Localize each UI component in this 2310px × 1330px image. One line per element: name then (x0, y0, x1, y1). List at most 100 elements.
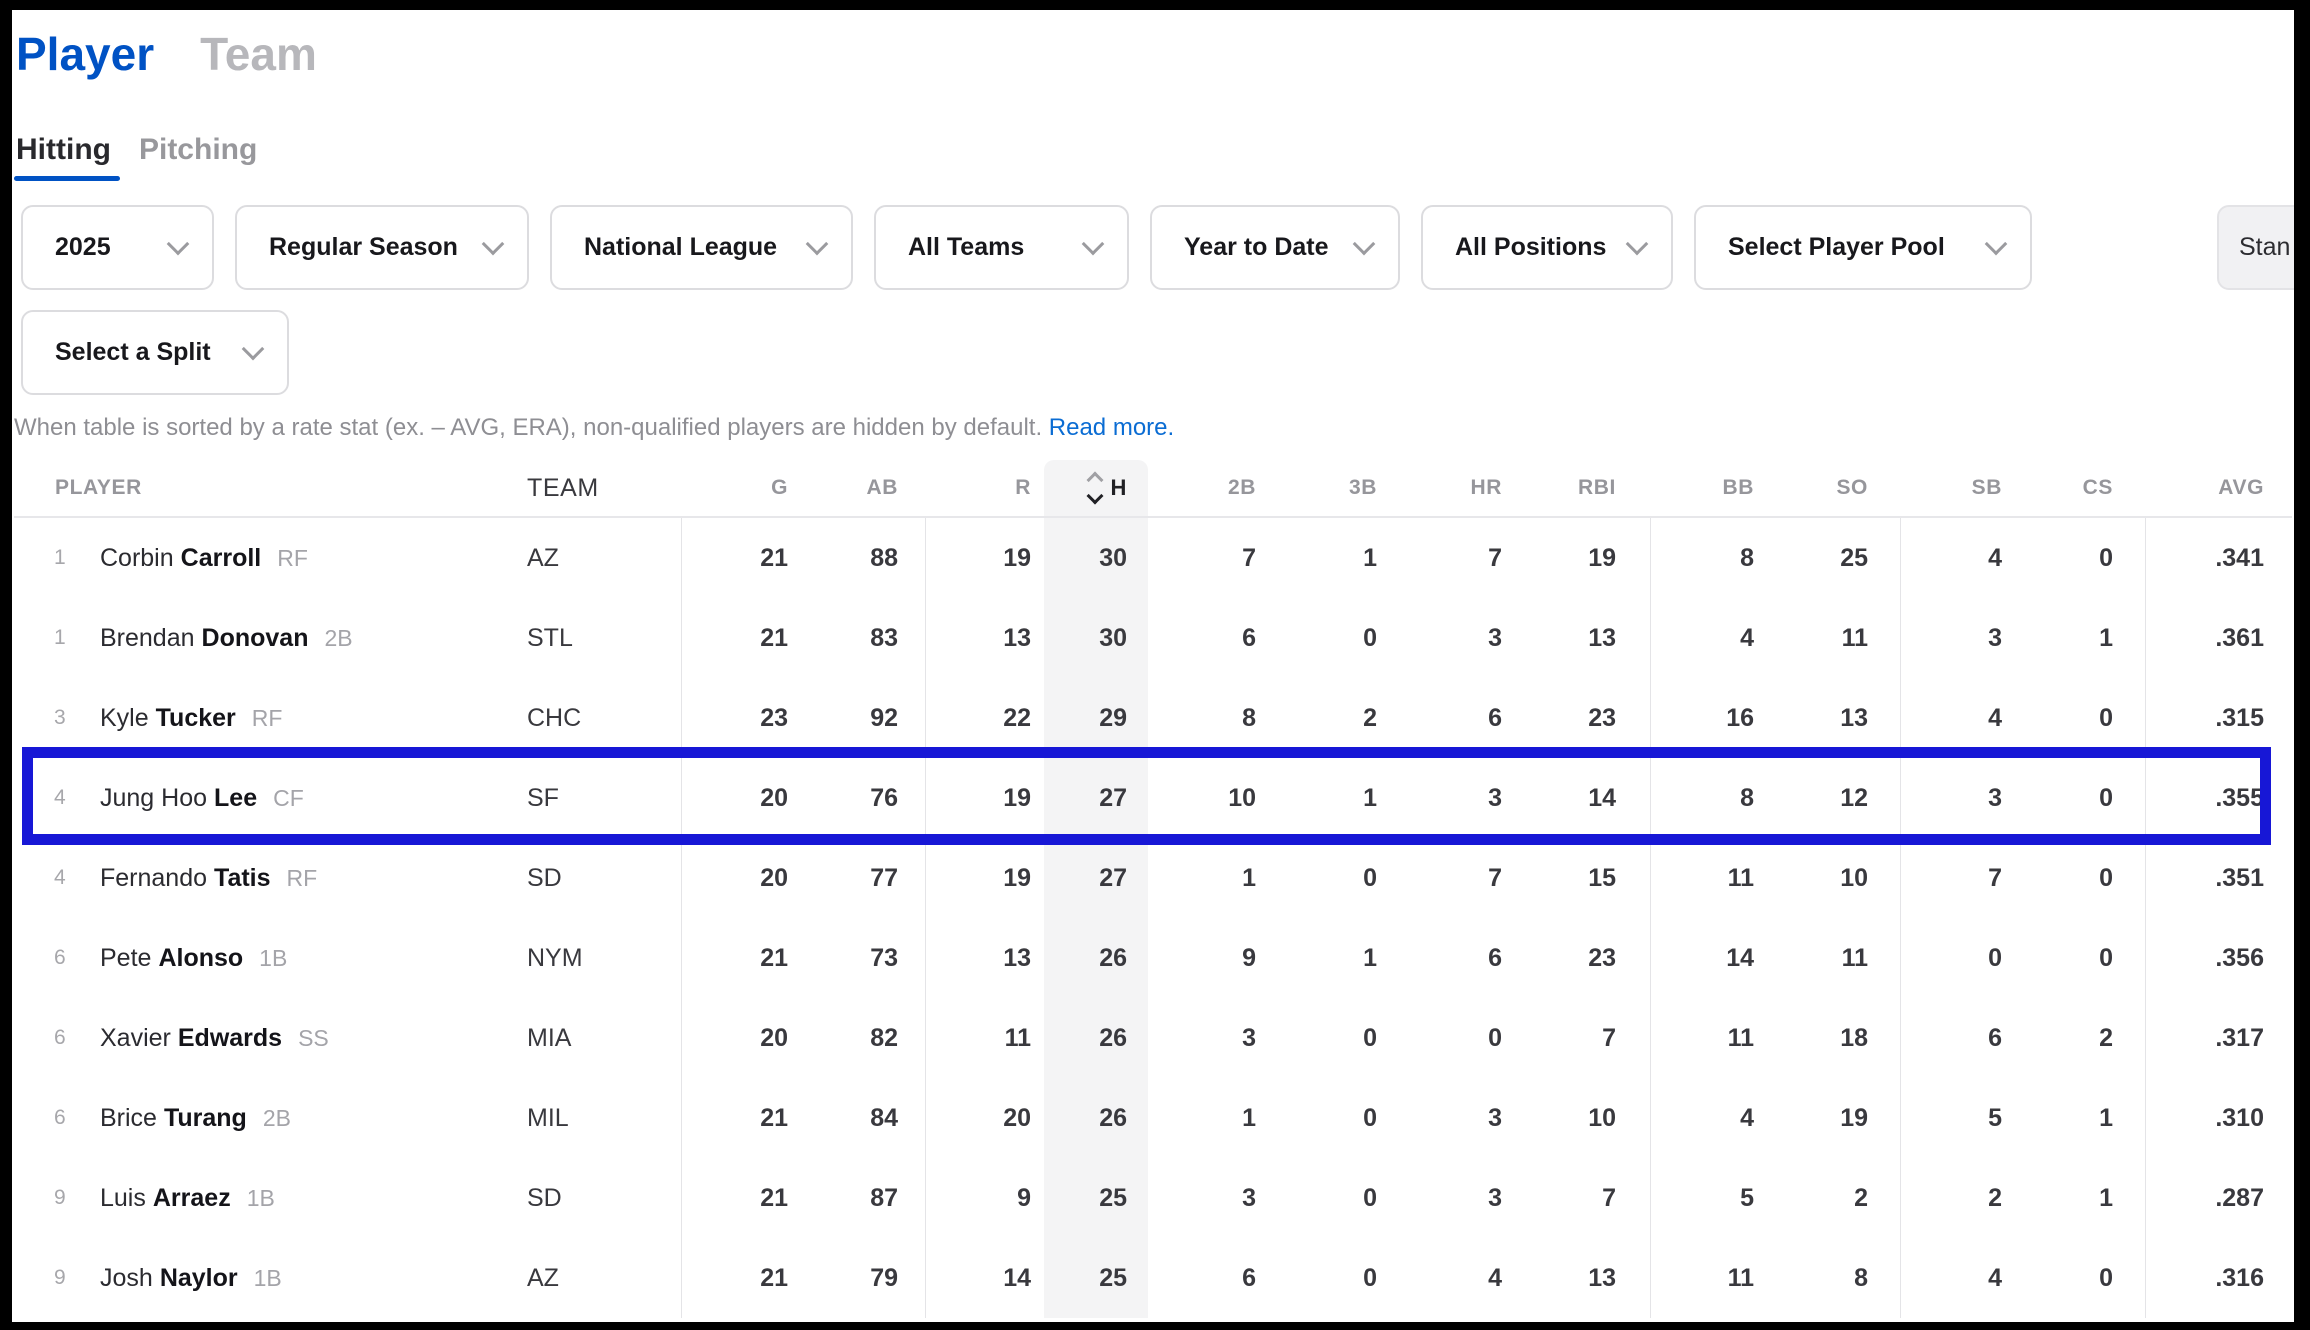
table-row[interactable]: 6 Brice Turang 2B MIL 21 84 20 26 1 0 3 … (14, 1078, 2292, 1158)
rank-cell: 3 (54, 706, 66, 729)
table-row[interactable]: 9 Josh Naylor 1B AZ 21 79 14 25 6 0 4 13… (14, 1238, 2292, 1318)
column-header-ab[interactable]: AB (866, 476, 898, 499)
team-cell: MIL (527, 1103, 569, 1132)
rbi-cell: 23 (1588, 703, 1616, 732)
filter-bar: 2025 Regular Season National League All … (21, 205, 2032, 290)
table-row[interactable]: 1 Corbin Carroll RF AZ 21 88 19 30 7 1 7… (14, 518, 2292, 598)
cs-cell: 1 (2099, 623, 2113, 652)
column-header-player[interactable]: PLAYER (55, 476, 142, 499)
avg-cell: .355 (2145, 758, 2292, 838)
team-cell: AZ (527, 543, 559, 572)
column-header-r[interactable]: R (1015, 476, 1031, 499)
player-first-name: Josh (100, 1263, 153, 1292)
player-name-cell[interactable]: Xavier Edwards SS (96, 998, 510, 1078)
season-type-dropdown[interactable]: Regular Season (235, 205, 529, 290)
column-header-avg[interactable]: AVG (2218, 476, 2264, 499)
tab-player[interactable]: Player (16, 28, 155, 80)
player-name-cell[interactable]: Pete Alonso 1B (96, 918, 510, 998)
cs-cell: 0 (2099, 703, 2113, 732)
player-name-cell[interactable]: Jung Hoo Lee CF (96, 758, 510, 838)
table-row[interactable]: 6 Xavier Edwards SS MIA 20 82 11 26 3 0 … (14, 998, 2292, 1078)
g-cell: 20 (681, 998, 800, 1078)
rbi-cell: 15 (1588, 863, 1616, 892)
rbi-cell: 13 (1588, 623, 1616, 652)
player-name-cell[interactable]: Kyle Tucker RF (96, 678, 510, 758)
avg-cell: .351 (2145, 838, 2292, 918)
page-content: Player Team Hitting Pitching 2025 Regula… (12, 10, 2294, 1322)
table-row[interactable]: 3 Kyle Tucker RF CHC 23 92 22 29 8 2 6 2… (14, 678, 2292, 758)
season-dropdown[interactable]: 2025 (21, 205, 214, 290)
split-dropdown[interactable]: Select a Split (21, 310, 289, 395)
rank-cell: 9 (54, 1186, 66, 1209)
player-pool-dropdown[interactable]: Select Player Pool (1694, 205, 2032, 290)
table-row[interactable]: 9 Luis Arraez 1B SD 21 87 9 25 3 0 3 7 5… (14, 1158, 2292, 1238)
table-body: 1 Corbin Carroll RF AZ 21 88 19 3 0 7 1 7… (14, 518, 2292, 1318)
player-name-cell[interactable]: Luis Arraez 1B (96, 1158, 510, 1238)
team-cell: SF (527, 783, 559, 812)
player-first-name: Xavier (100, 1023, 171, 1052)
r-cell: 13 (925, 918, 1044, 998)
column-header-3b[interactable]: 3B (1348, 476, 1377, 499)
3b-cell: 0 (1363, 1023, 1377, 1052)
table-row[interactable]: 6 Pete Alonso 1B NYM 21 73 13 26 9 1 6 2… (14, 918, 2292, 998)
sb-cell: 4 (1900, 1238, 2015, 1318)
column-header-cs[interactable]: CS (2082, 476, 2113, 499)
sb-cell: 4 (1900, 518, 2015, 598)
rank-cell: 6 (54, 1106, 66, 1129)
ab-cell: 79 (870, 1263, 898, 1292)
r-cell: 19 (925, 838, 1044, 918)
column-header-so[interactable]: SO (1836, 476, 1868, 499)
ab-cell: 83 (870, 623, 898, 652)
hr-cell: 6 (1488, 703, 1502, 732)
player-name-cell[interactable]: Corbin Carroll RF (96, 518, 510, 598)
league-dropdown[interactable]: National League (550, 205, 853, 290)
tab-pitching[interactable]: Pitching (138, 133, 258, 166)
2b-cell: 7 (1242, 543, 1256, 572)
column-header-h-sorted[interactable]: H (1044, 460, 1148, 516)
ab-cell: 73 (870, 943, 898, 972)
column-header-bb[interactable]: BB (1722, 476, 1754, 499)
g-cell: 23 (681, 678, 800, 758)
r-cell: 11 (925, 998, 1044, 1078)
cs-cell: 0 (2099, 783, 2113, 812)
tab-hitting[interactable]: Hitting (16, 133, 111, 166)
sb-cell: 0 (1900, 918, 2015, 998)
hr-cell: 4 (1488, 1263, 1502, 1292)
read-more-link[interactable]: Read more. (1048, 414, 1175, 441)
so-cell: 25 (1840, 543, 1868, 572)
report-type-button[interactable]: Stan (2217, 205, 2294, 290)
table-row[interactable]: 4 Jung Hoo Lee CF SF 20 76 19 27 10 1 3 … (14, 758, 2292, 838)
r-cell: 13 (925, 598, 1044, 678)
player-name-cell[interactable]: Fernando Tatis RF (96, 838, 510, 918)
column-header-rbi[interactable]: RBI (1578, 476, 1616, 499)
cs-cell: 2 (2099, 1023, 2113, 1052)
column-header-hr[interactable]: HR (1470, 476, 1502, 499)
player-name-cell[interactable]: Brice Turang 2B (96, 1078, 510, 1158)
ab-cell: 88 (870, 543, 898, 572)
column-header-2b[interactable]: 2B (1227, 476, 1256, 499)
tab-team[interactable]: Team (200, 28, 317, 80)
hr-cell: 3 (1488, 623, 1502, 652)
player-position: RF (251, 704, 283, 731)
avg-cell: .315 (2145, 678, 2292, 758)
player-name-cell[interactable]: Brendan Donovan 2B (96, 598, 510, 678)
positions-dropdown[interactable]: All Positions (1421, 205, 1673, 290)
player-name-cell[interactable]: Josh Naylor 1B (96, 1238, 510, 1318)
column-header-team[interactable]: TEAM (527, 473, 599, 502)
player-last-name: Lee (214, 783, 258, 812)
cs-cell: 1 (2099, 1183, 2113, 1212)
date-range-dropdown[interactable]: Year to Date (1150, 205, 1400, 290)
column-header-g[interactable]: G (771, 476, 788, 499)
caret-down-icon (1086, 487, 1103, 505)
sb-cell: 7 (1900, 838, 2015, 918)
teams-dropdown[interactable]: All Teams (874, 205, 1129, 290)
table-row[interactable]: 4 Fernando Tatis RF SD 20 77 19 27 1 0 7… (14, 838, 2292, 918)
column-header-sb[interactable]: SB (1971, 476, 2002, 499)
2b-cell: 6 (1242, 1263, 1256, 1292)
report-type-button-label: Stan (2239, 233, 2291, 261)
2b-cell: 8 (1242, 703, 1256, 732)
g-cell: 21 (681, 918, 800, 998)
table-row[interactable]: 1 Brendan Donovan 2B STL 21 83 13 30 6 0… (14, 598, 2292, 678)
stat-type-tabs: Hitting Pitching (16, 132, 257, 168)
3b-cell: 0 (1363, 1103, 1377, 1132)
